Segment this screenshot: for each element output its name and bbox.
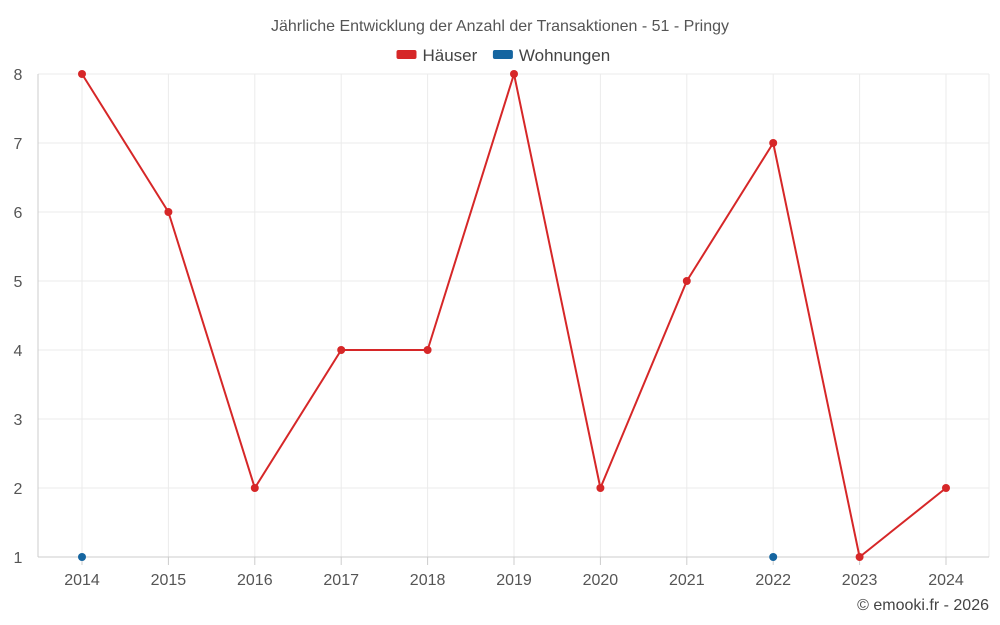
y-tick-label: 3 — [14, 412, 23, 429]
x-tick-label: 2022 — [755, 572, 791, 589]
legend-label: Wohnungen — [519, 46, 610, 65]
series-layer — [78, 70, 950, 561]
data-point[interactable] — [423, 346, 432, 354]
data-point[interactable] — [337, 346, 346, 354]
x-tick-label: 2016 — [237, 572, 273, 589]
data-point[interactable] — [250, 484, 259, 492]
data-point[interactable] — [596, 484, 605, 492]
x-axis: 2014 2015 2016 2017 2018 2019 2020 2021 2022 2023… — [64, 557, 964, 589]
y-axis: 1 2 3 4 5 6 7 8 — [14, 67, 23, 567]
credit-text: © emooki.fr - 2026 — [857, 597, 989, 614]
x-tick-label: 2023 — [842, 572, 878, 589]
y-tick-label: 4 — [14, 343, 23, 360]
data-point[interactable] — [769, 139, 778, 147]
series-1 — [78, 70, 950, 561]
x-tick-label: 2017 — [323, 572, 359, 589]
grid — [37, 73, 990, 558]
data-point[interactable] — [769, 553, 778, 561]
data-point[interactable] — [78, 553, 86, 561]
y-tick-label: 1 — [14, 550, 23, 567]
y-tick-label: 5 — [14, 274, 23, 291]
data-point[interactable] — [164, 208, 173, 216]
legend: Häuser Wohnungen — [396, 46, 610, 65]
data-point[interactable] — [855, 553, 864, 561]
legend-swatch — [396, 50, 417, 59]
data-point[interactable] — [942, 484, 950, 492]
y-tick-label: 2 — [14, 481, 23, 498]
x-tick-label: 2024 — [928, 572, 964, 589]
y-tick-label: 6 — [14, 205, 23, 222]
x-tick-label: 2018 — [410, 572, 446, 589]
y-tick-label: 8 — [14, 67, 23, 84]
legend-swatch — [492, 50, 513, 59]
data-point[interactable] — [682, 277, 691, 285]
y-tick-label: 7 — [14, 136, 23, 153]
data-point[interactable] — [510, 70, 518, 78]
x-tick-label: 2021 — [669, 572, 705, 589]
legend-item[interactable]: Häuser — [396, 46, 478, 65]
x-tick-label: 2019 — [496, 572, 532, 589]
x-tick-label: 2020 — [583, 572, 619, 589]
chart-title: Jährliche Entwicklung der Anzahl der Tra… — [271, 18, 729, 35]
x-tick-label: 2015 — [151, 572, 187, 589]
legend-item[interactable]: Wohnungen — [492, 46, 610, 65]
legend-label: Häuser — [423, 46, 478, 65]
series-2 — [78, 553, 778, 561]
data-point[interactable] — [78, 70, 86, 78]
x-tick-label: 2014 — [64, 572, 100, 589]
